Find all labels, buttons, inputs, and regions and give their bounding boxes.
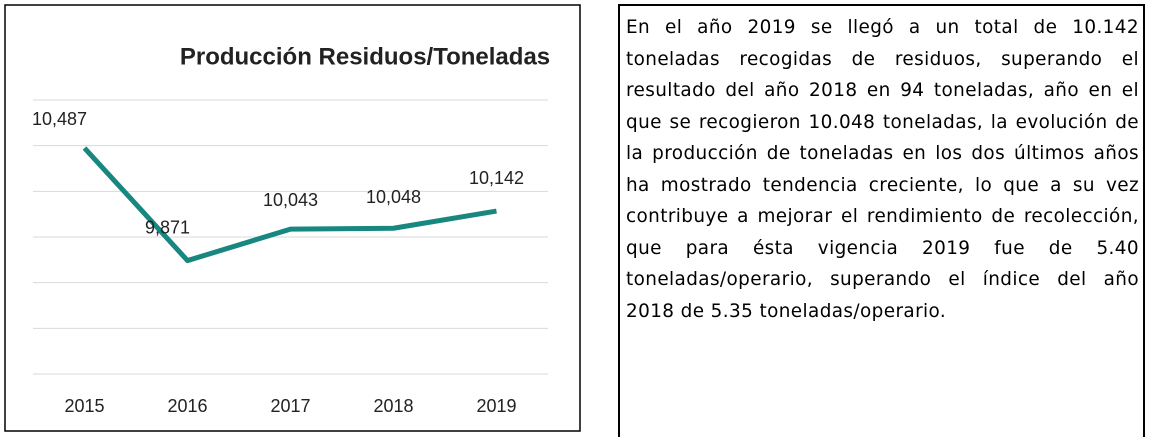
chart-frame [4, 4, 581, 432]
data-label: 9,871 [145, 217, 190, 237]
data-label: 10,142 [469, 168, 524, 188]
data-label: 10,487 [32, 109, 87, 129]
data-label: 10,048 [366, 187, 421, 207]
x-tick-label: 2017 [270, 396, 310, 416]
chart-title: Producción Residuos/Toneladas [180, 43, 550, 70]
description-text: En el año 2019 se llegó a un total de 10… [618, 4, 1145, 437]
x-tick-label: 2016 [167, 396, 207, 416]
data-line [82, 146, 497, 264]
chart: Producción Residuos/Toneladas 2015 10,487… [4, 4, 581, 432]
x-tick-label: 2015 [64, 396, 104, 416]
x-tick-label: 2018 [373, 396, 413, 416]
x-tick-label: 2019 [476, 396, 516, 416]
data-label: 10,043 [263, 190, 318, 210]
